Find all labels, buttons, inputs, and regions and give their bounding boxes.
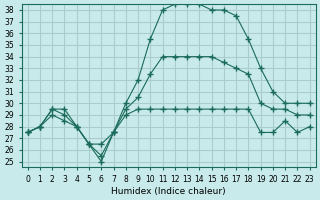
X-axis label: Humidex (Indice chaleur): Humidex (Indice chaleur) <box>111 187 226 196</box>
